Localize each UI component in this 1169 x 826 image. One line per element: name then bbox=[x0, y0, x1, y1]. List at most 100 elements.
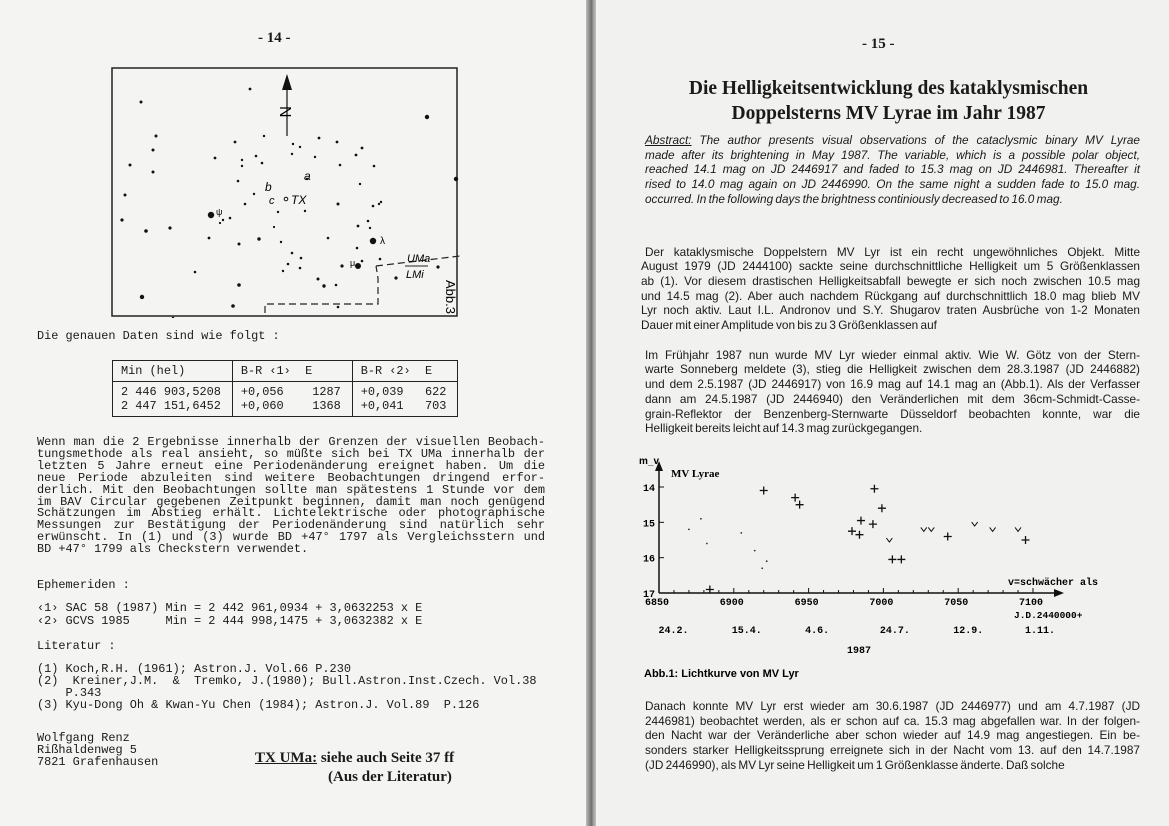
star-mark bbox=[151, 170, 155, 174]
table-cell: +0,041 bbox=[360, 399, 404, 413]
text-line: occurred. In the following days the brig… bbox=[645, 191, 1063, 206]
title-line: Doppelsterns MV Lyrae im Jahr 1987 bbox=[731, 103, 1046, 124]
body-paragraph: Wenn man die 2 Ergebnisse innerhalb der … bbox=[37, 436, 545, 556]
table-cell: 622 bbox=[424, 385, 447, 399]
star-mark bbox=[248, 87, 252, 91]
text-line: ab (1). Vor diesem drastischen Helligkei… bbox=[641, 273, 1140, 288]
text-line: erwünscht. In (1) und (3) wurde BD +47° … bbox=[37, 530, 545, 545]
lambda-label: λ bbox=[380, 236, 385, 247]
abstract: Abstract: The author presents visual obs… bbox=[645, 133, 1140, 207]
star-mark bbox=[257, 237, 261, 241]
star-mark bbox=[272, 225, 276, 229]
star-mark bbox=[154, 134, 158, 138]
uma-label: UMa bbox=[407, 253, 430, 265]
star-mark bbox=[360, 259, 364, 263]
text-line: The author presents visual observations … bbox=[691, 133, 1140, 147]
text-line: sonders starker Helligkeitssprung erreig… bbox=[645, 743, 1140, 758]
star-mark bbox=[290, 251, 294, 255]
text-line: rised to 14.0 mag again on JD 2446990. O… bbox=[645, 177, 1140, 192]
star-mark bbox=[326, 236, 330, 240]
text-line: dann am 24.5.1987 (JD 2446940) den Verän… bbox=[645, 391, 1140, 406]
plus-data-point bbox=[943, 532, 952, 541]
star-mark bbox=[303, 209, 307, 213]
star-mark bbox=[336, 305, 340, 309]
table-header: Min (hel) bbox=[112, 360, 233, 382]
star-mark bbox=[371, 204, 375, 208]
reference: P.343 bbox=[37, 686, 102, 700]
date-label: 15.4. bbox=[732, 626, 762, 637]
text-line: Helligkeit bereits leicht auf 14.3 mag z… bbox=[645, 421, 923, 436]
plus-data-point bbox=[1021, 535, 1030, 544]
text-line: Lyr noch aktiv. Laut I.L. Andronov und S… bbox=[641, 303, 1140, 318]
text-line: August 1979 (JD 2444100) sackte seine du… bbox=[641, 259, 1140, 274]
star-mark bbox=[193, 270, 197, 274]
text-line: Dauer mit einer Amplitude von bis zu 3 G… bbox=[641, 318, 937, 333]
plus-data-point bbox=[868, 520, 877, 529]
text-line: Der kataklysmische Doppelstern MV Lyr is… bbox=[645, 244, 1140, 259]
star-mark bbox=[236, 179, 240, 183]
tx-uma-link: TX UMa: bbox=[255, 750, 318, 766]
north-label: N bbox=[276, 106, 293, 118]
dot-data-point bbox=[705, 542, 708, 545]
text-line: Abstract: The author presents visual obs… bbox=[645, 133, 1140, 148]
dot-data-point bbox=[761, 567, 764, 570]
plus-data-point bbox=[888, 555, 897, 564]
x-axis-label: J.D.2440000+ bbox=[1014, 610, 1083, 621]
body-paragraph: Danach konnte MV Lyr erst wieder am 30.6… bbox=[645, 699, 1140, 773]
figure-caption: Abb.1: Lichtkurve von MV Lyr bbox=[644, 668, 800, 680]
star-mark bbox=[260, 161, 264, 165]
star-mark bbox=[290, 152, 294, 156]
ephemeris-line: ‹2› GCVS 1985 Min = 2 444 998,1475 + 3,0… bbox=[37, 614, 423, 628]
star-mark bbox=[298, 266, 302, 270]
text-line: letzten 5 Jahre erneut eine Periodenände… bbox=[37, 458, 545, 473]
reference: (1) Koch,R.H. (1961); Astron.J. Vol.66 P… bbox=[37, 662, 351, 676]
ephemeriden-heading: Ephemeriden : bbox=[37, 578, 130, 592]
star-mark bbox=[340, 264, 344, 268]
star-mark bbox=[120, 218, 124, 222]
fainter-than-point bbox=[927, 527, 935, 533]
author-street: Rißhaldenweg 5 bbox=[37, 743, 137, 757]
y-tick-label: 14 bbox=[643, 484, 655, 495]
star-mark bbox=[213, 156, 217, 160]
see-also-note: TX UMa: siehe auch Seite 37 ff bbox=[255, 750, 454, 767]
dot-data-point bbox=[740, 531, 743, 534]
text-line: 2446981) beobachtet werden, als er schon… bbox=[645, 713, 1140, 728]
star-mark bbox=[322, 284, 326, 288]
table-cell: 703 bbox=[424, 399, 447, 413]
dot-data-point bbox=[688, 528, 690, 531]
reference: (3) Kyu-Dong Oh & Kwan-Yu Chen (1984); A… bbox=[37, 698, 480, 712]
star-mark bbox=[281, 269, 285, 273]
see-also-source: (Aus der Literatur) bbox=[328, 769, 452, 785]
table-cell: +0,060 bbox=[240, 399, 284, 413]
star-mark bbox=[453, 176, 459, 182]
star-mark bbox=[356, 224, 360, 228]
star-mark bbox=[237, 242, 241, 246]
star-chart: N a b c TX λ ψ μ UMa LMi Abb.3 bbox=[111, 67, 460, 318]
text-line: Messungen zur Bestätigung der Periodenän… bbox=[37, 518, 545, 533]
star-mark bbox=[394, 276, 398, 280]
text-line: reached 14.1 mag on JD 2446917 and faded… bbox=[645, 162, 1140, 177]
star-mark bbox=[237, 283, 241, 287]
star-mark bbox=[221, 218, 225, 222]
body-paragraph: Der kataklysmische Doppelstern MV Lyr is… bbox=[641, 245, 1140, 333]
body-paragraph: Im Frühjahr 1987 nun wurde MV Lyr wieder… bbox=[645, 348, 1140, 436]
x-tick-label: 6850 bbox=[645, 598, 669, 609]
dot-data-point bbox=[753, 549, 756, 552]
text-line: tungsmethode als real ansieht, so müßte … bbox=[37, 446, 545, 461]
text-line: neue Periode abzuleiten sind weitere Beo… bbox=[37, 470, 545, 485]
author-name: Wolfgang Renz bbox=[37, 731, 130, 745]
star-mark bbox=[298, 145, 302, 149]
star-mark bbox=[355, 246, 359, 250]
star-mark bbox=[354, 153, 358, 157]
text-line: derlich. Mit den Beobachtungen sollte ma… bbox=[37, 482, 545, 497]
text-line: im BAV Circular gegebenen Zeitpunkt begi… bbox=[37, 494, 545, 509]
psi-label: ψ bbox=[216, 207, 222, 217]
table-row: 2 446 903,5208 2 447 151,6452 +0,056 1287… bbox=[112, 381, 459, 417]
mu-label: μ bbox=[350, 258, 355, 268]
star-mark bbox=[171, 316, 175, 318]
star-mark bbox=[338, 163, 342, 167]
x-tick-label: 6900 bbox=[720, 598, 744, 609]
plus-data-point bbox=[759, 486, 768, 495]
plus-data-point bbox=[791, 493, 800, 502]
ephemeris-line: ‹1› SAC 58 (1987) Min = 2 442 961,0934 +… bbox=[37, 601, 423, 615]
